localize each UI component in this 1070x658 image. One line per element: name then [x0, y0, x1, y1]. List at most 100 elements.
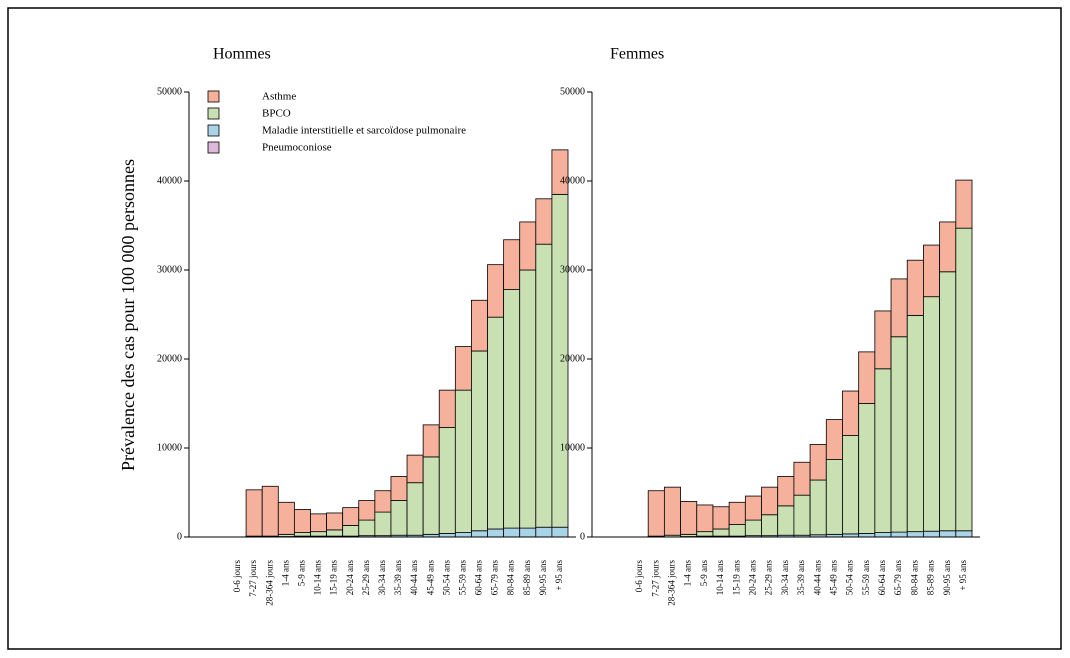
bar-segment — [374, 511, 392, 537]
x-tick-label: 7-27 jours — [248, 560, 258, 597]
x-tick-label: 55-59 ans — [861, 560, 871, 596]
x-tick-label: 35-39 ans — [393, 560, 403, 596]
panel-title: Hommes — [213, 46, 271, 63]
bar-segment — [842, 390, 860, 436]
frame — [7, 7, 1062, 650]
y-tick-label: 20000 — [157, 353, 182, 364]
bar-segment — [923, 530, 941, 538]
x-tick-label: 60-64 ans — [474, 560, 484, 596]
x-tick-label: 30-34 ans — [377, 560, 387, 596]
x-tick-label: 5-9 ans — [699, 560, 709, 587]
bar-segment — [438, 533, 456, 538]
bar-segment — [809, 444, 827, 481]
x-tick-label: 25-29 ans — [764, 560, 774, 596]
x-tick-label: 25-29 ans — [361, 560, 371, 596]
bar-segment — [744, 495, 762, 521]
bar-segment — [438, 427, 456, 534]
x-tick-label: + 95 ans — [554, 560, 564, 591]
bar-segment — [551, 526, 569, 538]
y-tick-label: 30000 — [560, 264, 585, 275]
bar-segment — [923, 296, 941, 532]
bar-segment — [471, 530, 488, 538]
bar-segment — [245, 489, 263, 537]
x-tick-label: 60-64 ans — [877, 560, 887, 596]
x-tick-label: 15-19 ans — [731, 560, 741, 596]
x-tick-label: 1-4 ans — [280, 560, 290, 587]
bar-segment — [261, 485, 279, 537]
bar-segment — [939, 530, 957, 538]
y-tick-label: 30000 — [157, 264, 182, 275]
x-tick-label: 0-6 jours — [232, 560, 242, 593]
bar-segment — [535, 243, 553, 528]
bar-segment — [503, 289, 521, 529]
bar-segment — [293, 509, 311, 533]
bar-segment — [471, 299, 488, 352]
bar-segment — [858, 533, 876, 538]
x-tick-label: 7-27 jours — [650, 560, 660, 597]
bar-segment — [906, 531, 924, 538]
x-tick-label: 85-89 ans — [926, 560, 936, 596]
legend-label: BPCO — [262, 108, 291, 120]
bar-segment — [438, 389, 456, 428]
bar-segment — [858, 351, 876, 404]
bar-segment — [874, 310, 892, 370]
bar-segment — [874, 532, 892, 538]
bar-segment — [809, 479, 827, 536]
x-tick-label: 45-49 ans — [425, 560, 435, 596]
bar-segment — [551, 149, 569, 195]
x-tick-label: + 95 ans — [958, 560, 968, 591]
panel-title: Femmes — [610, 46, 664, 63]
x-tick-label: 80-84 ans — [909, 560, 919, 596]
x-tick-label: 10-14 ans — [313, 560, 323, 596]
legend-swatch — [207, 141, 220, 154]
bar-segment — [535, 526, 553, 538]
y-tick-label: 0 — [177, 531, 182, 542]
bar-segment — [696, 504, 714, 533]
bar-segment — [535, 198, 553, 245]
bar-segment — [761, 514, 779, 537]
bar-segment — [342, 507, 360, 526]
bar-segment — [793, 461, 811, 496]
x-tick-label: 90-95 ans — [942, 560, 952, 596]
bar-segment — [955, 530, 973, 538]
bar-segment — [712, 528, 730, 537]
bar-segment — [454, 532, 472, 538]
bar-segment — [519, 221, 537, 271]
bar-segment — [519, 269, 537, 529]
legend-swatch — [207, 124, 220, 137]
bar-segment — [342, 525, 360, 537]
bar-segment — [825, 419, 843, 460]
bar-segment — [390, 476, 408, 501]
bar-segment — [422, 424, 440, 458]
bar-segment — [728, 524, 746, 537]
x-tick-label: 90-95 ans — [538, 560, 548, 596]
bar-segment — [647, 490, 665, 537]
bar-segment — [906, 314, 924, 533]
y-tick-label: 0 — [580, 531, 585, 542]
bar-segment — [277, 501, 295, 535]
bar-segment — [939, 221, 957, 273]
x-tick-label: 35-39 ans — [796, 560, 806, 596]
x-tick-label: 30-34 ans — [780, 560, 790, 596]
y-axis-label: Prévalence des cas pour 100 000 personne… — [118, 159, 138, 471]
legend-swatch — [207, 107, 220, 120]
y-tick-label: 20000 — [560, 353, 585, 364]
x-tick-label: 0-6 jours — [634, 560, 644, 593]
bar-segment — [454, 389, 472, 533]
legend-label: Pneumoconiose — [262, 142, 332, 154]
bar-segment — [519, 527, 537, 538]
x-tick-label: 28-364 jours — [264, 560, 274, 606]
x-tick-label: 40-44 ans — [812, 560, 822, 596]
x-tick-label: 40-44 ans — [409, 560, 419, 596]
bar-segment — [890, 531, 908, 538]
bar-segment — [487, 264, 505, 318]
bar-segment — [939, 271, 957, 532]
bar-segment — [406, 454, 424, 484]
bar-segment — [326, 529, 344, 537]
bar-segment — [874, 368, 892, 533]
bar-segment — [293, 532, 311, 537]
x-tick-label: 1-4 ans — [683, 560, 693, 587]
x-tick-label: 85-89 ans — [522, 560, 532, 596]
bar-segment — [744, 519, 762, 537]
